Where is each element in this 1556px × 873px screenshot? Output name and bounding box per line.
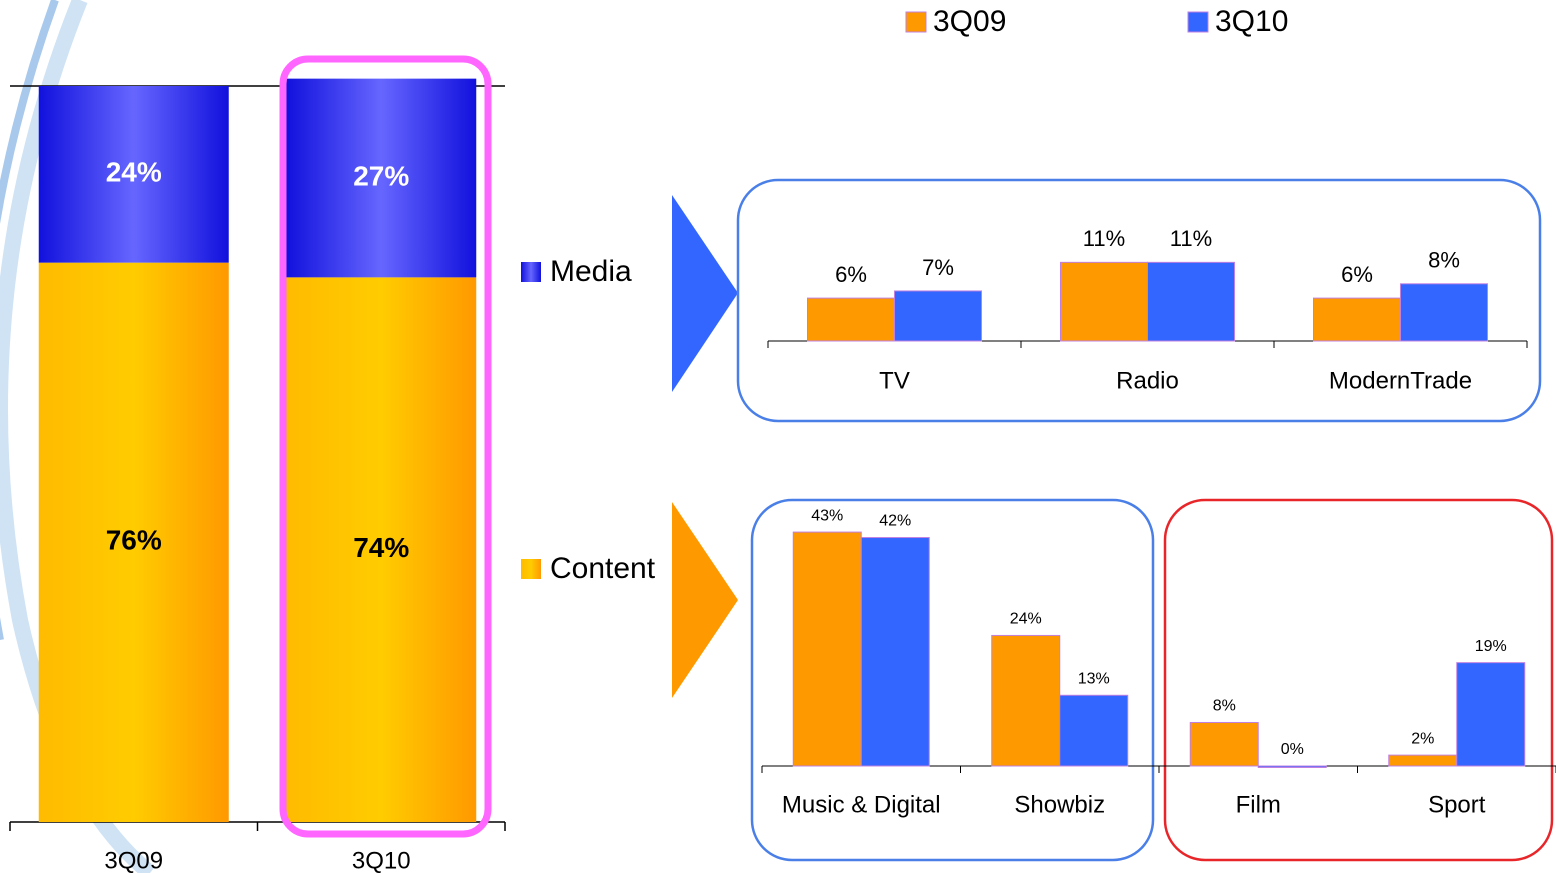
value-label: 19% bbox=[1475, 638, 1507, 655]
legend-swatch bbox=[905, 11, 927, 33]
x-tick-label: ModernTrade bbox=[1329, 367, 1472, 394]
legend-swatch bbox=[521, 262, 541, 282]
value-label: 27% bbox=[353, 160, 409, 191]
bar bbox=[894, 290, 982, 342]
arrow bbox=[672, 195, 738, 392]
value-label: 8% bbox=[1213, 698, 1236, 715]
group-box bbox=[1163, 498, 1554, 862]
legend-label: Media bbox=[550, 255, 632, 288]
bar bbox=[1388, 754, 1458, 767]
bar bbox=[1257, 765, 1327, 768]
x-tick-label: Radio bbox=[1116, 367, 1179, 394]
value-label: 0% bbox=[1281, 741, 1304, 758]
bar bbox=[1456, 662, 1526, 767]
group-box bbox=[750, 498, 1155, 862]
bar-segment bbox=[38, 262, 229, 822]
value-label: 24% bbox=[1010, 611, 1042, 628]
decor-arc bbox=[0, 0, 59, 640]
bar-segment bbox=[286, 78, 477, 278]
value-label: 43% bbox=[811, 507, 843, 524]
legend-swatch bbox=[1187, 11, 1209, 33]
bar bbox=[1400, 283, 1488, 342]
value-label: 24% bbox=[106, 157, 162, 188]
value-label: 6% bbox=[835, 262, 867, 287]
group-box bbox=[736, 178, 1542, 423]
value-label: 6% bbox=[1341, 262, 1373, 287]
bar bbox=[807, 297, 895, 342]
value-label: 76% bbox=[106, 525, 162, 556]
arrow bbox=[672, 502, 738, 698]
bar bbox=[1313, 297, 1401, 342]
value-label: 7% bbox=[922, 255, 954, 280]
x-tick-label: Sport bbox=[1428, 791, 1486, 818]
bar bbox=[792, 531, 862, 767]
x-tick-label: Film bbox=[1236, 791, 1281, 818]
x-tick-label: TV bbox=[879, 367, 910, 394]
bar bbox=[1147, 261, 1235, 342]
bar bbox=[1059, 694, 1129, 767]
value-label: 2% bbox=[1411, 730, 1434, 747]
charts: 3Q09 76% 24% 3Q10 74% 27% TV 6% 7% Radio 11% 11% Mod… bbox=[9, 5, 1556, 873]
value-label: 42% bbox=[879, 513, 911, 530]
x-tick-label: Showbiz bbox=[1014, 791, 1105, 818]
legend-label: Content bbox=[550, 552, 656, 585]
value-label: 8% bbox=[1428, 248, 1460, 273]
value-label: 74% bbox=[353, 532, 409, 563]
bar bbox=[1060, 261, 1148, 342]
legend-swatch bbox=[521, 559, 541, 579]
x-tick-label: 3Q09 bbox=[104, 847, 163, 873]
legend-label: 3Q10 bbox=[1215, 5, 1288, 38]
highlight bbox=[279, 55, 492, 838]
value-label: 11% bbox=[1170, 226, 1212, 251]
bar bbox=[860, 537, 930, 767]
bar-segment bbox=[286, 277, 477, 822]
bar bbox=[1189, 721, 1259, 767]
value-label: 11% bbox=[1083, 226, 1125, 251]
bar-segment bbox=[38, 86, 229, 263]
x-tick-label: Music & Digital bbox=[782, 791, 941, 818]
legend-label: 3Q09 bbox=[933, 5, 1006, 38]
bar bbox=[991, 634, 1061, 767]
x-tick-label: 3Q10 bbox=[352, 847, 411, 873]
value-label: 13% bbox=[1078, 670, 1110, 687]
